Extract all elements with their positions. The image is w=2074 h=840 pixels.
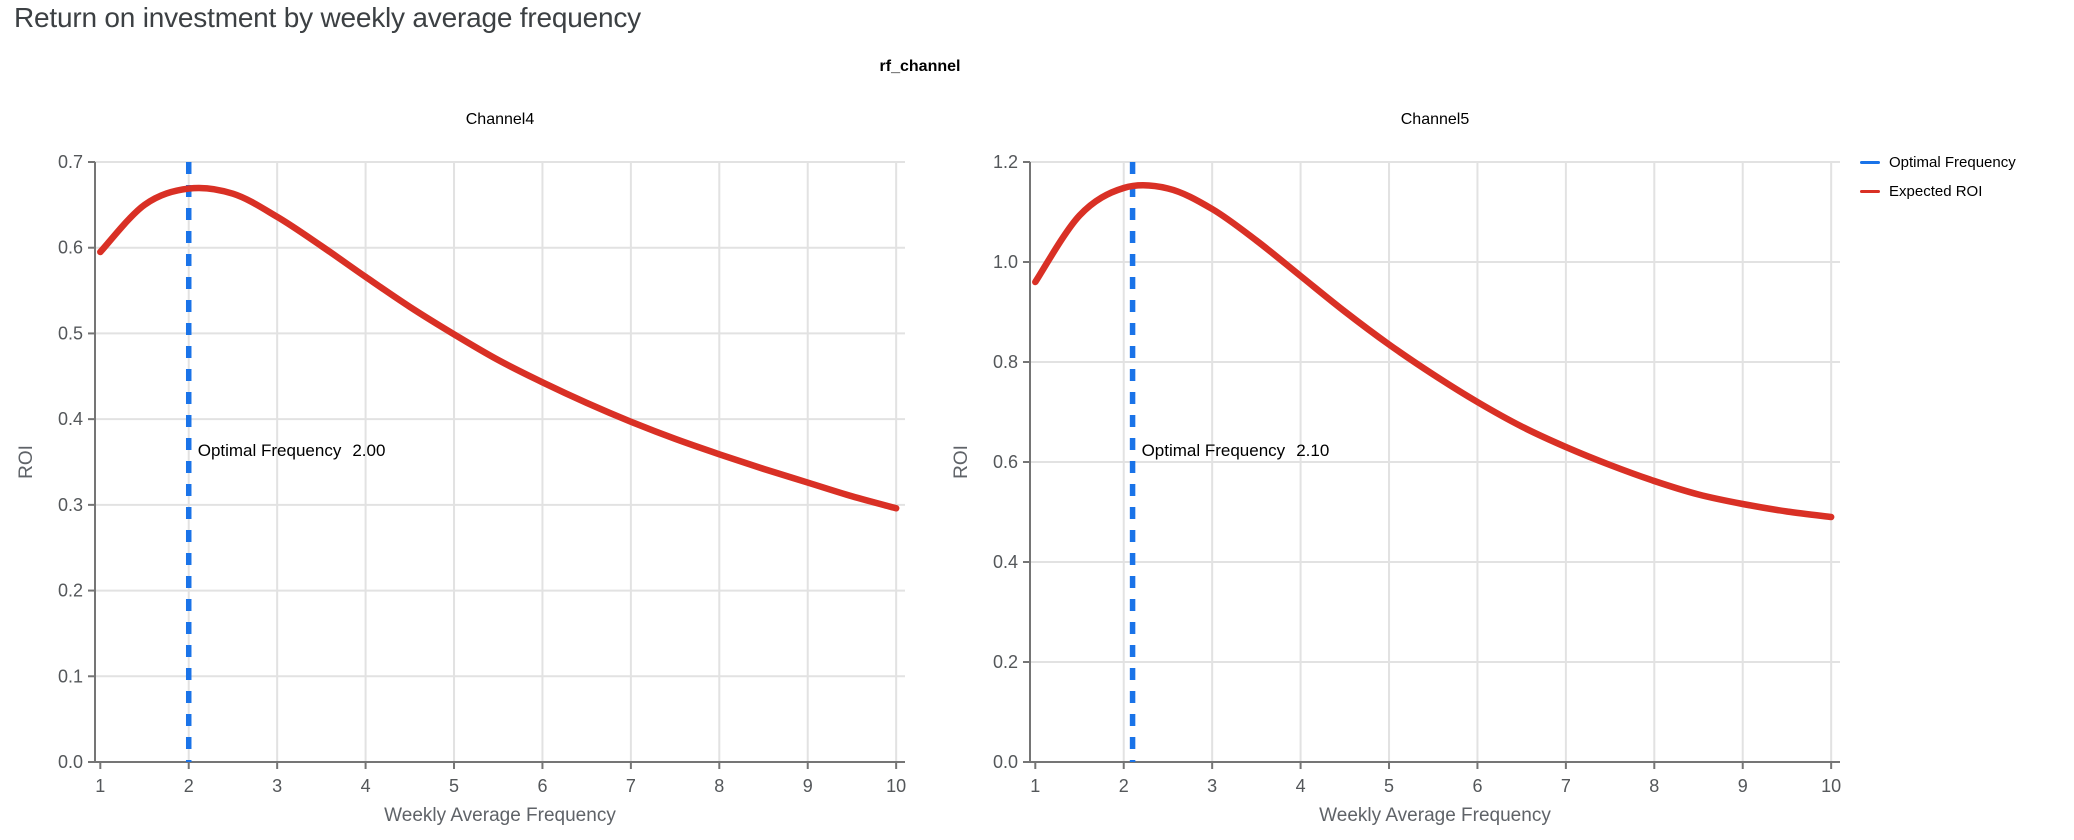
x-tick-label: 8 xyxy=(714,776,724,796)
x-axis-title: Weekly Average Frequency xyxy=(1319,805,1551,826)
x-tick-label: 3 xyxy=(272,776,282,796)
x-tick-label: 4 xyxy=(1296,776,1306,796)
roi-chart-channel4: 1 2 3 4 5 6 7 8 9 10 0.0 0.1 0.2 0.3 0.4 0.5 0.6 0.7 Weekl… xyxy=(16,111,906,826)
legend-swatch-optimal-frequency xyxy=(1860,160,1880,165)
x-tick-label: 3 xyxy=(1207,776,1217,796)
y-tick-label: 0.6 xyxy=(58,238,83,258)
x-tick-label: 1 xyxy=(95,776,105,796)
y-tick-label: 0.0 xyxy=(58,752,83,772)
y-tick-label: 0.4 xyxy=(58,409,83,429)
y-tick-label: 0.5 xyxy=(58,323,83,343)
optimal-frequency-annotation: Optimal Frequency 2.10 xyxy=(1142,441,1330,460)
y-axis-title: ROI xyxy=(16,445,37,479)
y-tick-label: 1.0 xyxy=(993,252,1018,272)
x-tick-label: 10 xyxy=(1821,776,1841,796)
legend-label: Optimal Frequency xyxy=(1889,154,2016,171)
x-tick-label: 6 xyxy=(1472,776,1482,796)
legend-swatch-expected-roi xyxy=(1860,189,1880,194)
facet-group-title: rf_channel xyxy=(879,58,961,75)
y-tick-label: 0.4 xyxy=(993,552,1018,572)
y-tick-label: 0.1 xyxy=(58,666,83,686)
roi-chart-channel5: 1 2 3 4 5 6 7 8 9 10 0.0 0.2 0.4 0.6 0.8 1.0 1.2 Weekly A… xyxy=(951,111,1841,826)
y-tick-label: 1.2 xyxy=(993,152,1018,172)
x-tick-label: 6 xyxy=(537,776,547,796)
x-tick-label: 10 xyxy=(886,776,906,796)
x-tick-label: 5 xyxy=(1384,776,1394,796)
x-tick-label: 2 xyxy=(184,776,194,796)
expected-roi-curve xyxy=(1032,182,1835,521)
x-tick-label: 2 xyxy=(1119,776,1129,796)
x-axis-title: Weekly Average Frequency xyxy=(384,805,616,826)
facet-title: Channel5 xyxy=(1401,111,1470,128)
y-tick-label: 0.2 xyxy=(58,581,83,601)
y-tick-label: 0.2 xyxy=(993,652,1018,672)
x-tick-label: 7 xyxy=(626,776,636,796)
x-tick-label: 4 xyxy=(361,776,371,796)
y-tick-label: 0.7 xyxy=(58,152,83,172)
page-title: Return on investment by weekly average f… xyxy=(14,2,641,33)
x-tick-label: 9 xyxy=(1738,776,1748,796)
legend-label: Expected ROI xyxy=(1889,183,1983,200)
facet-title: Channel4 xyxy=(466,111,535,128)
legend: Optimal Frequency Expected ROI xyxy=(1860,153,2016,201)
legend-item: Expected ROI xyxy=(1860,182,2016,201)
y-axis-title: ROI xyxy=(951,445,972,479)
optimal-frequency-annotation: Optimal Frequency 2.00 xyxy=(198,441,386,460)
x-tick-label: 7 xyxy=(1561,776,1571,796)
legend-item: Optimal Frequency xyxy=(1860,153,2016,172)
x-tick-label: 5 xyxy=(449,776,459,796)
y-tick-label: 0.6 xyxy=(993,452,1018,472)
x-tick-label: 8 xyxy=(1649,776,1659,796)
x-tick-label: 1 xyxy=(1030,776,1040,796)
expected-roi-curve xyxy=(97,184,900,512)
y-tick-label: 0.0 xyxy=(993,752,1018,772)
y-tick-label: 0.3 xyxy=(58,495,83,515)
y-tick-label: 0.8 xyxy=(993,352,1018,372)
x-tick-label: 9 xyxy=(803,776,813,796)
